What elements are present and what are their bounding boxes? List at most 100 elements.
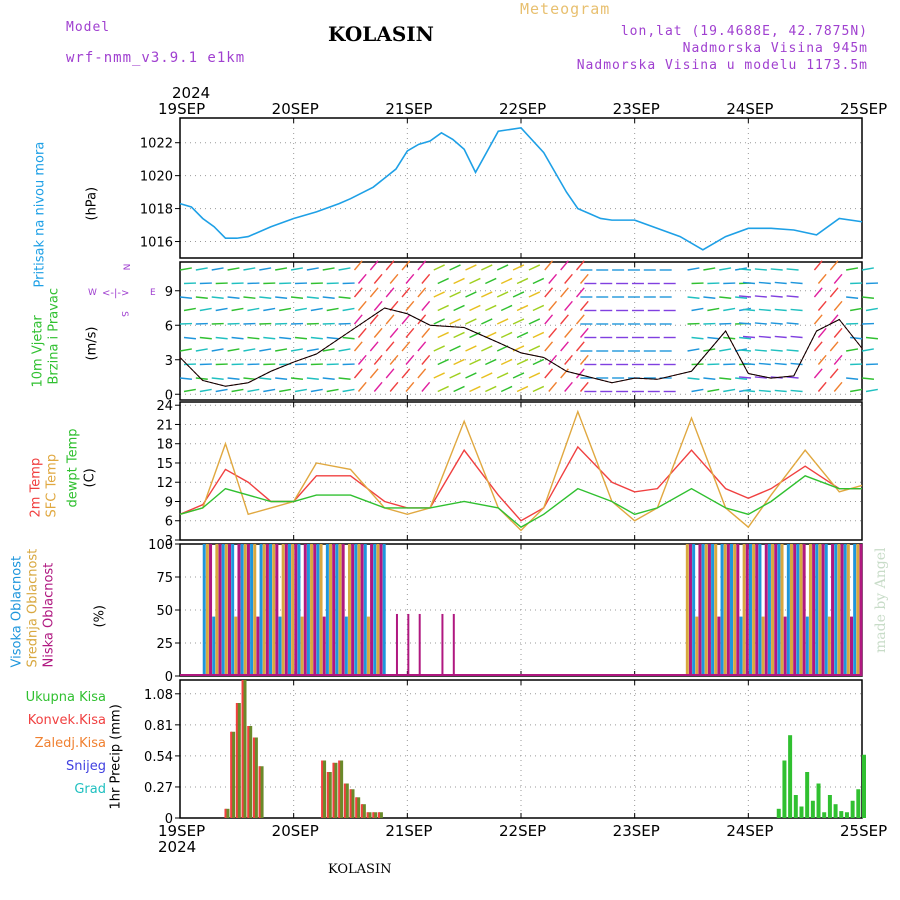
wind-arrow — [243, 377, 256, 380]
wind-arrow — [369, 341, 379, 352]
precip-bar — [225, 808, 230, 818]
y-tick-label: 0 — [165, 670, 173, 685]
wind-arrow — [401, 341, 411, 352]
cloud-bar — [319, 544, 323, 676]
precip-bar — [339, 760, 344, 818]
cloud-bar — [843, 544, 847, 676]
wind-arrow — [829, 368, 839, 379]
wind-arrow — [401, 260, 411, 271]
wind-arrow — [389, 300, 399, 311]
wind-arrow — [544, 314, 554, 325]
wind-arrow — [231, 336, 244, 340]
legend-hail: Grad — [74, 782, 106, 797]
cloud-bar — [306, 544, 310, 676]
sfc-temp-line — [179, 409, 863, 532]
cloud-bar — [777, 544, 781, 676]
y-tick-label: 9 — [165, 495, 173, 510]
wind-arrow — [453, 385, 465, 393]
wind-arrow — [813, 314, 823, 325]
year-label-bottom: 2024 — [158, 838, 197, 856]
cloud-bar — [812, 544, 816, 676]
wind-arrow — [829, 314, 839, 325]
wind-arrow — [496, 264, 509, 271]
wind-arrow — [817, 273, 827, 284]
wind-arrow — [738, 322, 752, 325]
wind-arrow — [243, 296, 256, 299]
wind-arrow — [401, 368, 411, 379]
y-tick-label: 9 — [165, 285, 173, 300]
wind-arrow — [405, 273, 415, 284]
cloud-bar — [300, 616, 304, 676]
y-tick-label: 3 — [165, 354, 173, 369]
precip-bar — [844, 812, 849, 818]
cloud-bar — [714, 544, 718, 676]
wind-arrow — [738, 295, 752, 298]
wind-arrow — [703, 296, 716, 299]
wind-arrow — [433, 264, 445, 271]
cloud-bar — [281, 544, 285, 676]
wind-arrow — [417, 260, 427, 271]
cloud-bar — [373, 544, 377, 676]
wind-arrow — [215, 307, 228, 312]
wind-arrow — [575, 341, 585, 352]
precip-bar — [361, 804, 366, 818]
cloud-bar — [850, 616, 854, 676]
y-tick-label: 0.27 — [144, 781, 173, 796]
cloud-bar — [859, 544, 863, 676]
wind-arrow — [560, 314, 569, 325]
wind-arrow — [211, 377, 224, 380]
precip-conv-bar — [332, 762, 335, 818]
wind-arrow — [548, 354, 558, 365]
wind-arrow — [528, 318, 541, 325]
legend-total-rain: Ukupna Kisa — [25, 690, 106, 705]
wind-arrow — [719, 296, 732, 299]
wind-arrow — [850, 388, 863, 393]
wind-arrow — [548, 327, 558, 338]
wind-arrow — [719, 267, 732, 271]
watermark: made by Angel — [873, 547, 889, 654]
cloud-bar — [303, 544, 307, 676]
wind-arrow — [532, 277, 545, 285]
wind-arrow — [231, 307, 244, 312]
wind-arrow — [512, 372, 525, 379]
legend-snow: Snijeg — [66, 759, 106, 774]
y-tick-label: 1.08 — [144, 688, 173, 703]
precip-bar — [350, 789, 355, 818]
wind-arrow — [703, 377, 716, 380]
wind-arrow — [243, 348, 256, 352]
wind-arrow — [342, 388, 355, 393]
wind-arrow — [758, 308, 771, 312]
cloud-bar — [310, 544, 314, 676]
cloud-bar — [805, 616, 809, 676]
model-name: wrf-nmm_v3.9.1 e1km — [66, 50, 246, 66]
wind-arrow — [357, 354, 367, 365]
station-title: KOLASIN — [328, 22, 434, 46]
wind-arrow — [417, 368, 427, 379]
elevation-label: Nadmorska Visina 945m — [682, 41, 868, 56]
wind-arrow — [564, 381, 573, 392]
wind-arrow — [774, 335, 787, 339]
precip-bar — [236, 703, 241, 818]
wind-arrow — [294, 307, 307, 312]
wind-arrow — [742, 308, 756, 312]
wind-arrow — [738, 268, 752, 271]
wind-arrow — [215, 336, 228, 340]
wind-arrow — [243, 267, 256, 271]
cloud-bar — [748, 544, 752, 676]
cloud-bar — [771, 544, 775, 676]
wind-arrow — [786, 349, 799, 352]
cloud-bar — [284, 544, 288, 676]
y-tick-label: 6 — [165, 319, 173, 334]
wind-arrow — [575, 314, 585, 325]
precip-bar — [816, 783, 821, 818]
y-tick-label: 1022 — [140, 137, 173, 152]
wind-arrow — [195, 296, 208, 299]
wind-arrow — [687, 348, 700, 352]
wind-arrow — [199, 307, 212, 312]
wind-arrow — [560, 260, 569, 271]
cloud-bar — [733, 544, 737, 676]
wind-arrow — [179, 267, 192, 271]
y-tick-label: 100 — [148, 538, 173, 553]
precip-conv-bar — [241, 680, 244, 818]
wind-arrow — [500, 277, 513, 285]
